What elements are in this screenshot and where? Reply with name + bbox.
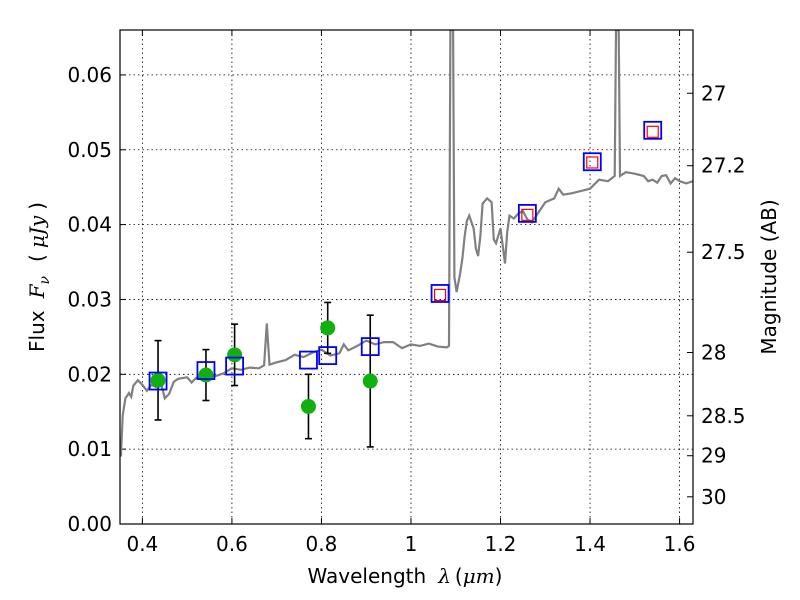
plot-frame — [119, 29, 694, 525]
y-tick-label: 0.02 — [67, 362, 112, 386]
observed-point — [198, 367, 214, 383]
model-squares — [148, 120, 663, 391]
model-square — [517, 203, 537, 223]
y-axis-label: FluxFν(μJy) — [25, 202, 53, 352]
x-tick-label: 1 — [405, 532, 418, 556]
model-square — [318, 346, 338, 365]
y-tick-label: 0.00 — [67, 512, 112, 536]
y2-tick-label: 27.2 — [701, 154, 746, 178]
observed-points — [150, 320, 378, 414]
observed-point — [227, 347, 243, 363]
x-tick-label: 1.2 — [485, 532, 517, 556]
observed-point — [150, 372, 166, 388]
x-tick-label: 0.8 — [306, 532, 338, 556]
y-tick-label: 0.03 — [67, 287, 112, 311]
y-tick-label: 0.04 — [67, 213, 112, 237]
y2-tick-label: 27 — [701, 81, 726, 105]
observed-point — [320, 320, 336, 336]
model-square — [225, 356, 245, 376]
y2-tick-label: 29 — [701, 444, 726, 468]
y-tick-labels: 0.00 0.01 0.02 0.03 0.04 0.05 0.06 — [67, 63, 112, 536]
model-band-squares — [433, 125, 659, 302]
x-axis-label: Wavelength λ (μm) — [308, 564, 503, 588]
sed-line — [120, 30, 693, 457]
y2-tick-labels: 27 27.2 27.5 28 28.5 29 30 — [701, 81, 746, 509]
model-square — [582, 152, 602, 172]
y2-tick-label: 28 — [701, 341, 726, 365]
x-tick-label: 1.6 — [664, 532, 696, 556]
axis-ticks — [120, 30, 693, 525]
model-band-square — [586, 156, 599, 169]
x-tick-label: 1.4 — [574, 532, 606, 556]
y2-tick-label: 28.5 — [701, 404, 746, 428]
model-band-square — [433, 288, 447, 302]
y2-tick-label: 30 — [701, 485, 726, 509]
x-tick-label: 0.4 — [126, 532, 158, 556]
x-tick-label: 0.6 — [216, 532, 248, 556]
model-sed-layer — [120, 30, 693, 457]
observed-point — [300, 398, 316, 414]
model-square — [196, 361, 216, 380]
model-band-square — [521, 208, 534, 221]
grid-lines — [120, 30, 693, 525]
y-tick-label: 0.05 — [67, 138, 112, 162]
observed-point — [362, 373, 378, 389]
y-tick-label: 0.06 — [67, 63, 112, 87]
model-square — [360, 337, 380, 357]
y-tick-label: 0.01 — [67, 437, 112, 461]
model-square — [430, 284, 450, 303]
model-band-square — [646, 125, 659, 138]
model-square — [299, 350, 318, 370]
x-tick-labels: 0.4 0.6 0.8 1 1.2 1.4 1.6 — [126, 532, 695, 556]
model-square — [643, 120, 663, 140]
model-square — [148, 371, 168, 391]
y2-axis-label: Magnitude (AB) — [757, 199, 781, 354]
y2-tick-label: 27.5 — [701, 240, 746, 264]
